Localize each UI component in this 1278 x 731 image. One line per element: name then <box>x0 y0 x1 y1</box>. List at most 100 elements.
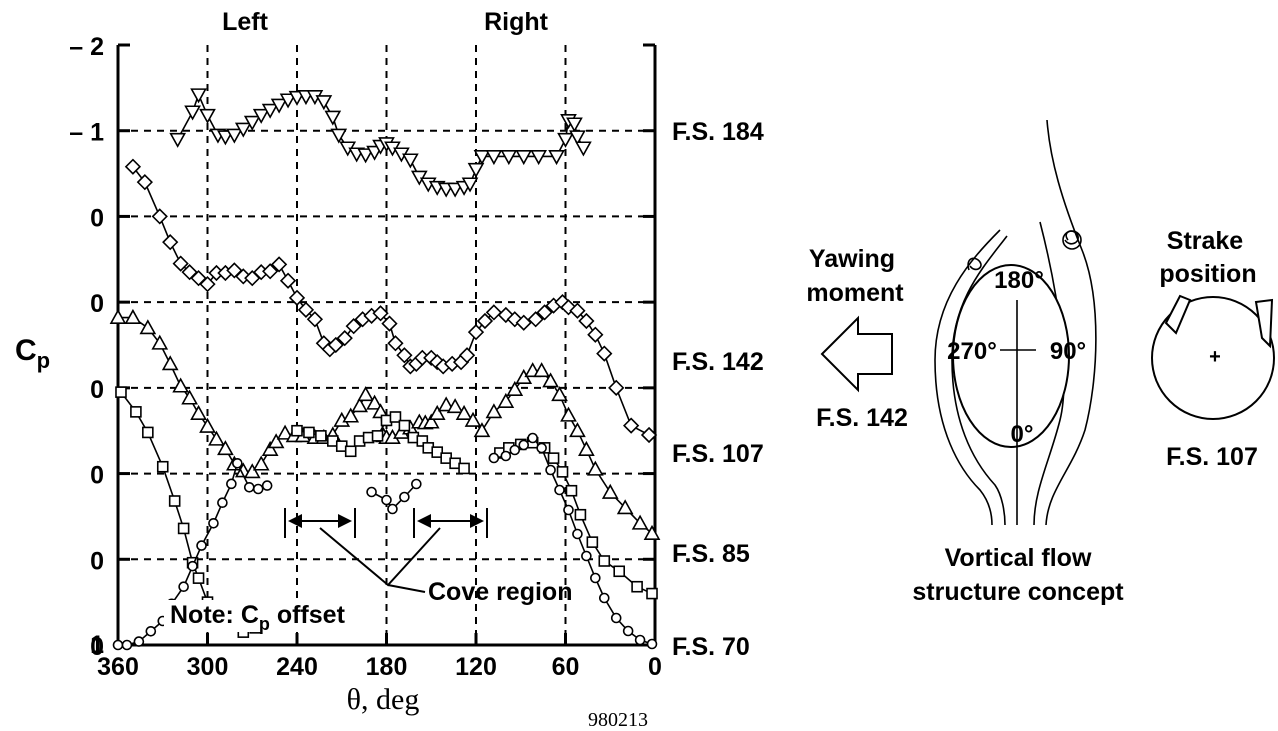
data-point-circle <box>610 612 622 624</box>
data-point-circle <box>187 560 198 572</box>
strake-label-1: Strake <box>1167 227 1244 255</box>
data-point-circle <box>554 484 565 496</box>
series-line <box>493 436 653 645</box>
figure-number: 980213 <box>588 709 648 731</box>
series-layer <box>109 88 661 651</box>
data-point-circle <box>518 439 530 451</box>
data-point-square <box>371 430 384 442</box>
data-point-diamond <box>515 314 532 331</box>
data-point-circle <box>243 481 255 493</box>
data-point-triangle-up <box>161 355 179 371</box>
data-point-triangle-up <box>181 389 198 405</box>
data-point-triangle-down <box>199 108 216 124</box>
data-point-diamond <box>279 272 297 289</box>
data-point-triangle-up <box>643 524 661 540</box>
x-tick-label: 0 <box>648 653 662 681</box>
data-point-circle <box>545 464 556 476</box>
data-point-square <box>631 580 643 593</box>
y-tick-label: 0 <box>90 633 104 661</box>
data-point-circle <box>411 478 422 490</box>
data-point-diamond <box>527 311 544 328</box>
series-line <box>118 461 268 646</box>
y-tick-label: 0 <box>90 204 104 232</box>
data-point-triangle-down <box>252 108 270 124</box>
cove-region-label: Cove region <box>428 578 572 606</box>
data-point-diamond <box>485 304 503 321</box>
angle-270-label: 270° <box>947 338 997 365</box>
data-point-triangle-up <box>372 403 389 419</box>
data-point-triangle-up <box>199 417 216 433</box>
angle-180-label: 180° <box>994 267 1044 294</box>
y-axis-label-main: C <box>15 334 37 367</box>
data-point-diamond <box>387 335 404 352</box>
data-point-triangle-down <box>446 182 464 198</box>
data-point-square <box>142 426 154 439</box>
right-label: Right <box>484 8 549 36</box>
data-point-circle <box>590 572 601 584</box>
data-point-circle <box>509 444 521 456</box>
data-point-triangle-down <box>225 128 243 144</box>
data-point-circle <box>536 442 547 454</box>
cove-arrowhead-4 <box>470 514 484 528</box>
data-point-triangle-up <box>366 394 383 410</box>
data-point-diamond <box>608 379 625 396</box>
data-point-triangle-down <box>467 162 485 178</box>
data-point-diamond <box>476 312 494 330</box>
y-tick-label: 0 <box>90 290 104 318</box>
cove-leader-tail <box>387 584 426 593</box>
data-point-triangle-up <box>428 404 446 420</box>
data-point-triangle-up <box>109 308 127 324</box>
data-point-circle <box>563 504 574 516</box>
data-point-circle <box>527 432 538 444</box>
series-70 <box>112 457 273 651</box>
data-point-diamond <box>467 324 485 341</box>
note-tail: offset <box>270 601 346 629</box>
vortex-right-core <box>1062 230 1082 250</box>
data-point-circle <box>121 639 133 651</box>
data-point-diamond <box>596 345 613 362</box>
data-point-triangle-up <box>351 397 369 413</box>
fs-142-label: F.S. 142 <box>816 404 908 432</box>
data-point-triangle-up <box>243 463 261 479</box>
yawing-arrow-icon <box>820 315 893 393</box>
data-point-triangle-down <box>190 88 207 104</box>
station-label: F.S. 70 <box>672 633 750 661</box>
series-70-cove <box>366 432 658 650</box>
yawing-label-2: moment <box>806 279 904 307</box>
data-point-diamond <box>124 158 142 175</box>
forebody-inner-right <box>1033 221 1065 526</box>
data-point-triangle-up <box>497 392 515 408</box>
data-point-circle <box>208 517 219 529</box>
data-point-triangle-down <box>473 150 491 166</box>
data-point-circle <box>217 497 228 509</box>
data-point-circle <box>598 592 610 604</box>
y-axis-label-sub: p <box>37 348 50 373</box>
data-point-triangle-up <box>124 308 142 324</box>
data-point-diamond <box>151 208 168 225</box>
note-background <box>164 600 376 632</box>
station-labels: F.S. 184 F.S. 142 F.S. 107 F.S. 85 F.S. 70 <box>672 118 764 661</box>
data-point-circle <box>261 480 273 491</box>
data-point-triangle-up <box>252 455 270 471</box>
data-point-diamond <box>162 234 179 251</box>
data-point-triangle-up <box>437 396 455 412</box>
station-label: F.S. 107 <box>672 440 764 468</box>
data-point-triangle-up <box>578 440 595 456</box>
data-point-diamond <box>640 426 658 444</box>
y-tick-label: – 2 <box>69 33 104 61</box>
station-label: F.S. 184 <box>672 118 764 146</box>
data-point-circle <box>500 450 512 462</box>
data-point-triangle-up <box>357 386 374 402</box>
data-point-circle <box>381 494 392 506</box>
data-point-circle <box>572 528 583 540</box>
x-tick-label: 60 <box>552 653 580 681</box>
data-point-diamond <box>270 256 288 273</box>
strake-position-group: Strake position + F.S. 107 <box>1151 227 1275 471</box>
data-point-triangle-up <box>601 483 619 499</box>
forebody-inner-left <box>951 235 1008 526</box>
note-sub: p <box>259 614 270 634</box>
vortex-left <box>967 257 982 271</box>
data-point-square <box>115 386 127 398</box>
data-point-square <box>168 495 181 507</box>
